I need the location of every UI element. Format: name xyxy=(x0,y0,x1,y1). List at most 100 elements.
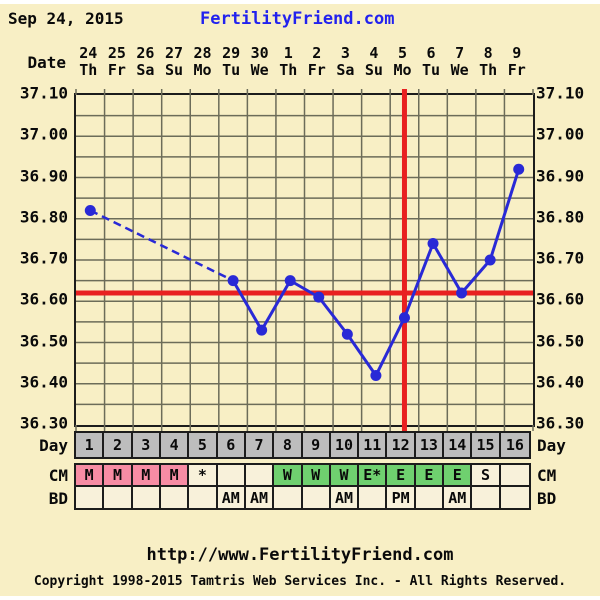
y-tick-label-left: 36.30 xyxy=(19,413,68,433)
cm-cell-7[interactable] xyxy=(245,465,275,485)
bd-cell-15[interactable] xyxy=(472,487,501,508)
fertility-chart-page: Sep 24, 2015 FertilityFriend.com Date 24… xyxy=(0,4,600,596)
temp-point-day-9[interactable] xyxy=(313,291,325,303)
intercourse-row: AM AM AM PM AM xyxy=(74,485,531,510)
bd-cell-11[interactable] xyxy=(359,487,388,508)
bd-cell-1[interactable] xyxy=(76,487,105,508)
date-number: 7 xyxy=(455,44,465,62)
temp-segment xyxy=(260,279,292,331)
bd-cell-8[interactable] xyxy=(274,487,303,508)
cm-cell-14[interactable]: E xyxy=(444,465,473,485)
cm-cell-12[interactable]: E xyxy=(387,465,416,485)
day-cell-2[interactable]: 2 xyxy=(104,433,133,457)
day-cell-10[interactable]: 10 xyxy=(330,433,360,457)
temp-point-day-13[interactable] xyxy=(427,238,439,249)
cm-cell-5[interactable]: * xyxy=(189,465,218,485)
temp-point-day-15[interactable] xyxy=(484,254,496,266)
brand-link[interactable]: FertilityFriend.com xyxy=(200,9,395,29)
bd-cell-12[interactable]: PM xyxy=(387,487,416,508)
day-row-label-left: Day xyxy=(39,436,68,455)
y-tick-label-left: 36.40 xyxy=(19,372,68,392)
temp-point-day-12[interactable] xyxy=(398,312,410,324)
date-number: 24 xyxy=(79,44,98,62)
weekday: Th xyxy=(79,61,98,79)
y-tick-label-right: 37.10 xyxy=(536,83,585,103)
bd-cell-13[interactable] xyxy=(415,487,445,508)
day-cell-12[interactable]: 12 xyxy=(387,433,416,457)
weekday: Fr xyxy=(507,61,526,79)
y-tick-label-left: 37.00 xyxy=(19,124,68,144)
cm-cell-9[interactable]: W xyxy=(302,465,331,485)
date-column-4: 27 Su xyxy=(160,45,189,79)
y-tick-label-right: 36.60 xyxy=(536,289,585,309)
day-cell-15[interactable]: 15 xyxy=(472,433,501,457)
bd-cell-5[interactable] xyxy=(189,487,218,508)
weekday: Sa xyxy=(136,61,155,79)
cm-cell-6[interactable] xyxy=(217,465,246,485)
day-cell-9[interactable]: 9 xyxy=(302,433,331,457)
day-cell-8[interactable]: 8 xyxy=(274,433,303,457)
cm-cell-16[interactable] xyxy=(500,465,529,485)
date-column-7: 30 We xyxy=(245,45,274,79)
day-cell-14[interactable]: 14 xyxy=(444,433,473,457)
date-column-6: 29 Tu xyxy=(217,45,246,79)
cm-cell-10[interactable]: W xyxy=(330,465,360,485)
date-number: 3 xyxy=(340,44,350,62)
weekday: Su xyxy=(364,61,383,79)
day-cell-7[interactable]: 7 xyxy=(245,433,275,457)
chart-canvas[interactable] xyxy=(75,89,534,431)
temp-segment xyxy=(231,279,263,331)
day-cell-4[interactable]: 4 xyxy=(160,433,190,457)
bd-cell-9[interactable] xyxy=(302,487,331,508)
day-cell-5[interactable]: 5 xyxy=(189,433,218,457)
cm-cell-15[interactable]: S xyxy=(472,465,501,485)
y-tick-label-right: 36.90 xyxy=(536,166,585,185)
temp-point-day-7[interactable] xyxy=(256,324,268,336)
date-number: 6 xyxy=(426,44,436,62)
cm-cell-3[interactable]: M xyxy=(132,465,161,485)
day-cell-6[interactable]: 6 xyxy=(217,433,246,457)
temp-point-day-16[interactable] xyxy=(513,163,525,175)
weekday: Tu xyxy=(222,61,241,79)
date-number: 30 xyxy=(250,44,269,62)
weekday: We xyxy=(450,61,469,79)
day-cell-16[interactable]: 16 xyxy=(500,433,529,457)
bd-row-label-right: BD xyxy=(537,489,557,508)
cm-cell-1[interactable]: M xyxy=(76,465,105,485)
bd-cell-3[interactable] xyxy=(132,487,161,508)
cm-cell-8[interactable]: W xyxy=(274,465,303,485)
bd-cell-14[interactable]: AM xyxy=(444,487,473,508)
temp-point-day-1[interactable] xyxy=(84,205,96,216)
date-number: 4 xyxy=(369,44,379,62)
temp-point-day-6[interactable] xyxy=(227,275,239,287)
day-cell-13[interactable]: 13 xyxy=(415,433,445,457)
date-column-3: 26 Sa xyxy=(131,45,160,79)
temp-segment xyxy=(346,333,378,377)
footer-url-link[interactable]: http://www.FertilityFriend.com xyxy=(146,545,454,565)
temp-point-day-14[interactable] xyxy=(456,287,468,299)
date-number: 26 xyxy=(136,44,155,62)
weekday: Fr xyxy=(107,61,126,79)
y-tick-label-left: 36.80 xyxy=(19,207,68,227)
temp-point-day-10[interactable] xyxy=(341,328,353,340)
date-number: 28 xyxy=(193,44,212,62)
bd-cell-2[interactable] xyxy=(104,487,133,508)
bd-cell-10[interactable]: AM xyxy=(330,487,360,508)
cm-cell-2[interactable]: M xyxy=(104,465,133,485)
cm-cell-13[interactable]: E xyxy=(415,465,445,485)
cm-cell-11[interactable]: E* xyxy=(359,465,388,485)
bd-cell-7[interactable]: AM xyxy=(245,487,275,508)
temp-point-day-8[interactable] xyxy=(284,275,296,287)
cm-cell-4[interactable]: M xyxy=(160,465,190,485)
date-number: 2 xyxy=(312,44,322,62)
y-tick-label-left: 36.70 xyxy=(19,248,68,268)
date-column-9: 2 Fr xyxy=(303,45,332,79)
day-cell-1[interactable]: 1 xyxy=(76,433,105,457)
bd-cell-16[interactable] xyxy=(500,487,529,508)
day-cell-11[interactable]: 11 xyxy=(359,433,388,457)
day-cell-3[interactable]: 3 xyxy=(132,433,161,457)
weekday: Su xyxy=(164,61,183,79)
bd-cell-6[interactable]: AM xyxy=(217,487,246,508)
temp-point-day-11[interactable] xyxy=(370,370,382,381)
bd-cell-4[interactable] xyxy=(160,487,190,508)
